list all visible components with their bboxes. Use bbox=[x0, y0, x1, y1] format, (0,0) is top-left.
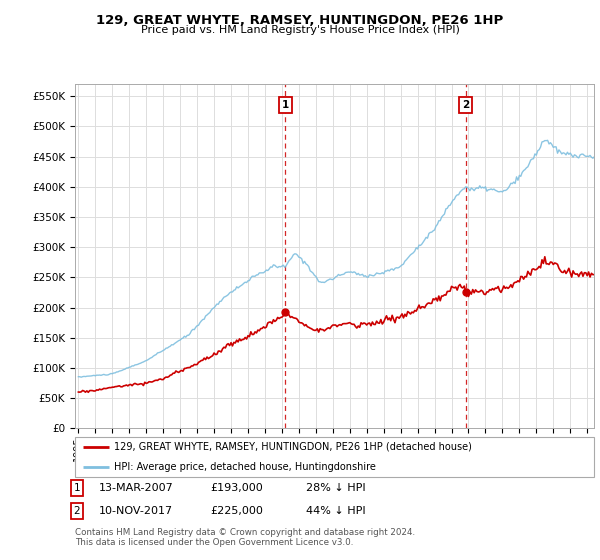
Text: 129, GREAT WHYTE, RAMSEY, HUNTINGDON, PE26 1HP (detached house): 129, GREAT WHYTE, RAMSEY, HUNTINGDON, PE… bbox=[114, 442, 472, 452]
Text: £225,000: £225,000 bbox=[210, 506, 263, 516]
Text: Price paid vs. HM Land Registry's House Price Index (HPI): Price paid vs. HM Land Registry's House … bbox=[140, 25, 460, 35]
FancyBboxPatch shape bbox=[75, 437, 594, 477]
Text: HPI: Average price, detached house, Huntingdonshire: HPI: Average price, detached house, Hunt… bbox=[114, 462, 376, 472]
Text: 10-NOV-2017: 10-NOV-2017 bbox=[99, 506, 173, 516]
Text: 129, GREAT WHYTE, RAMSEY, HUNTINGDON, PE26 1HP: 129, GREAT WHYTE, RAMSEY, HUNTINGDON, PE… bbox=[97, 14, 503, 27]
Text: 1: 1 bbox=[281, 100, 289, 110]
Text: 28% ↓ HPI: 28% ↓ HPI bbox=[306, 483, 365, 493]
Text: 2: 2 bbox=[73, 506, 80, 516]
Text: Contains HM Land Registry data © Crown copyright and database right 2024.: Contains HM Land Registry data © Crown c… bbox=[75, 528, 415, 536]
Text: 13-MAR-2007: 13-MAR-2007 bbox=[99, 483, 174, 493]
Text: £193,000: £193,000 bbox=[210, 483, 263, 493]
Text: This data is licensed under the Open Government Licence v3.0.: This data is licensed under the Open Gov… bbox=[75, 538, 353, 547]
Text: 1: 1 bbox=[73, 483, 80, 493]
Text: 44% ↓ HPI: 44% ↓ HPI bbox=[306, 506, 365, 516]
Text: 2: 2 bbox=[463, 100, 470, 110]
